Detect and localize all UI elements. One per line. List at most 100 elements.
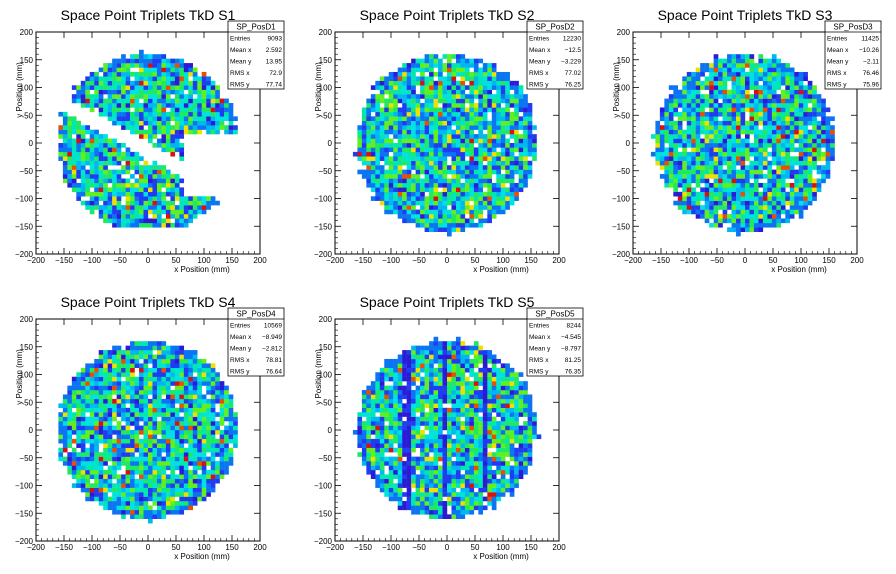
- heatmap-bin: [197, 205, 202, 210]
- heatmap-bin: [188, 398, 193, 404]
- y-tick-label: −200: [15, 250, 34, 259]
- heatmap-bin: [420, 182, 425, 188]
- heatmap-bin: [505, 200, 510, 206]
- heatmap-bin: [447, 200, 452, 206]
- heatmap-bin: [442, 63, 448, 68]
- heatmap-bin: [125, 354, 131, 360]
- heatmap-bin: [201, 469, 207, 475]
- heatmap-bin: [375, 85, 380, 90]
- heatmap-bin: [438, 89, 443, 95]
- heatmap-bin: [71, 120, 77, 126]
- heatmap-bin: [206, 430, 211, 435]
- heatmap-bin: [718, 205, 723, 210]
- heatmap-bin: [780, 107, 786, 113]
- heatmap-bin: [80, 191, 86, 197]
- heatmap-bin: [686, 107, 692, 113]
- heatmap-bin: [411, 182, 416, 188]
- heatmap-bin: [80, 425, 86, 431]
- heatmap-bin: [98, 398, 104, 404]
- heatmap-bin: [406, 165, 412, 170]
- heatmap-bin: [429, 191, 434, 197]
- heatmap-bin: [121, 363, 126, 369]
- heatmap-bin: [473, 111, 479, 117]
- heatmap-bin: [125, 196, 131, 201]
- heatmap-bin: [753, 169, 759, 175]
- heatmap-bin: [740, 209, 746, 215]
- heatmap-bin: [58, 425, 64, 431]
- heatmap-bin: [379, 98, 385, 104]
- heatmap-bin: [107, 403, 113, 408]
- heatmap-bin: [388, 120, 394, 126]
- heatmap-bin: [125, 222, 131, 228]
- heatmap-bin: [71, 169, 77, 175]
- heatmap-bin: [491, 85, 497, 90]
- heatmap-bin: [107, 196, 113, 201]
- heatmap-bin: [677, 174, 683, 179]
- heatmap-bin: [695, 103, 701, 108]
- heatmap-bin: [112, 509, 117, 515]
- heatmap-bin: [94, 416, 99, 422]
- heatmap-bin: [125, 151, 131, 157]
- heatmap-bin: [125, 350, 131, 355]
- heatmap-bin: [125, 63, 131, 68]
- heatmap-bin: [161, 478, 167, 484]
- heatmap-bin: [420, 134, 425, 139]
- heatmap-bin: [183, 505, 189, 511]
- heatmap-bin: [429, 80, 434, 86]
- stats-row-value: 76.25: [565, 82, 582, 89]
- heatmap-bin: [161, 107, 167, 113]
- heatmap-bin: [776, 174, 782, 179]
- heatmap-bin: [451, 120, 457, 126]
- heatmap-bin: [700, 107, 705, 113]
- heatmap-bin: [98, 438, 104, 444]
- heatmap-bin: [192, 461, 198, 466]
- heatmap-bin: [384, 187, 389, 193]
- heatmap-bin: [393, 191, 398, 197]
- heatmap-bin: [375, 138, 380, 144]
- heatmap-bin: [722, 85, 728, 90]
- heatmap-bin: [130, 509, 135, 515]
- heatmap-bin: [780, 218, 786, 224]
- heatmap-bin: [89, 367, 95, 373]
- heatmap-bin: [420, 209, 425, 215]
- heatmap-bin: [62, 120, 68, 126]
- heatmap-bin: [130, 182, 135, 188]
- heatmap-bin: [143, 94, 149, 99]
- heatmap-bin: [233, 116, 238, 121]
- heatmap-bin: [85, 430, 90, 435]
- heatmap-bin: [161, 205, 167, 210]
- heatmap-bin: [740, 58, 746, 64]
- heatmap-bin: [709, 120, 714, 126]
- heatmap-bin: [67, 385, 73, 391]
- heatmap-bin: [789, 209, 795, 215]
- heatmap-bin: [62, 178, 68, 184]
- heatmap-bin: [85, 372, 90, 377]
- heatmap-bin: [148, 447, 153, 453]
- heatmap-bin: [107, 191, 113, 197]
- heatmap-bin: [156, 474, 162, 480]
- heatmap-bin: [98, 138, 104, 144]
- heatmap-bin: [722, 200, 728, 206]
- heatmap-bin: [771, 125, 777, 130]
- heatmap-bin: [798, 76, 804, 82]
- heatmap-bin: [233, 430, 238, 435]
- heatmap-bin: [794, 98, 799, 104]
- heatmap-bin: [704, 156, 710, 161]
- heatmap-bin: [740, 174, 746, 179]
- heatmap-bin: [183, 447, 189, 453]
- heatmap-bin: [116, 350, 122, 355]
- heatmap-bin: [148, 381, 153, 386]
- heatmap-bin: [174, 376, 180, 382]
- heatmap-bin: [179, 372, 185, 377]
- heatmap-bin: [749, 174, 755, 179]
- heatmap-bin: [695, 111, 701, 117]
- heatmap-bin: [664, 165, 670, 170]
- heatmap-bin: [438, 147, 443, 153]
- heatmap-bin: [103, 358, 108, 364]
- heatmap-bin: [718, 182, 723, 188]
- heatmap-bin: [691, 71, 696, 77]
- heatmap-bin: [228, 107, 234, 113]
- heatmap-bin: [134, 509, 140, 515]
- heatmap-bin: [156, 54, 162, 59]
- heatmap-bin: [807, 169, 813, 175]
